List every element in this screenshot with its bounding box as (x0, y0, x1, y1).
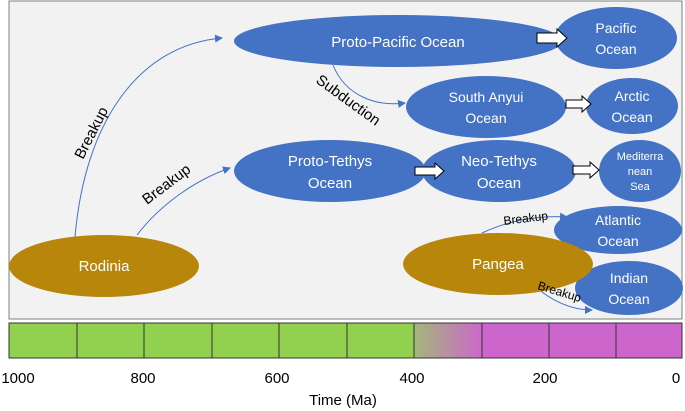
tick-800: 800 (130, 370, 155, 387)
mediterranean-sea-label-line1: Mediterra (617, 151, 664, 163)
tick-400: 400 (399, 370, 424, 387)
south-anyui-ocean-label-line2: Ocean (465, 110, 506, 126)
south-anyui-ocean: South Anyui Ocean (406, 76, 566, 138)
timeline-transition-segment (414, 323, 484, 358)
proto-tethys-ocean: Proto-Tethys Ocean (234, 140, 426, 202)
arrow-proto-tethys-to-neo-tethys (414, 161, 445, 181)
breakup-label-pangea-atlantic: Breakup (503, 209, 549, 228)
neo-tethys-ocean-label-line1: Neo-Tethys (461, 153, 537, 170)
tick-600: 600 (264, 370, 289, 387)
atlantic-ocean-label-line1: Atlantic (595, 212, 641, 228)
pangea-continent: Pangea (403, 233, 593, 295)
proto-pacific-ocean-label: Proto-Pacific Ocean (331, 34, 464, 51)
rodinia-continent: Rodinia (9, 235, 199, 297)
arctic-ocean-label-line1: Arctic (615, 88, 650, 104)
rodinia-label: Rodinia (79, 258, 131, 275)
proto-tethys-ocean-label-line2: Ocean (308, 175, 352, 192)
pacific-ocean-label-line1: Pacific (595, 20, 636, 36)
atlantic-ocean: Atlantic Ocean (554, 206, 682, 254)
arctic-ocean: Arctic Ocean (586, 78, 678, 134)
proto-tethys-ocean-label-line1: Proto-Tethys (288, 153, 372, 170)
pacific-ocean: Pacific Ocean (555, 7, 677, 69)
timeline-border (8, 322, 683, 359)
axis-title: Time (Ma) (309, 392, 377, 409)
arrow-pangea-to-atlantic (481, 212, 568, 234)
tick-1000: 1000 (1, 370, 34, 387)
tick-0: 0 (672, 370, 680, 387)
pacific-ocean-label-line2: Ocean (595, 41, 636, 57)
mediterranean-sea-label-line2: nean (628, 166, 652, 178)
timeline-bar (8, 322, 683, 359)
mediterranean-sea: Mediterra nean Sea (599, 140, 681, 202)
atlantic-ocean-label-line2: Ocean (597, 233, 638, 249)
timeline-dividers (76, 323, 617, 358)
neo-tethys-ocean-label-line2: Ocean (477, 175, 521, 192)
arctic-ocean-label-line2: Ocean (611, 109, 652, 125)
arrow-rodinia-to-proto-pacific (74, 34, 223, 238)
timeline-pink-segment (484, 323, 682, 358)
arrow-proto-pacific-to-south-anyui (332, 64, 406, 108)
tick-200: 200 (532, 370, 557, 387)
arrow-proto-pacific-to-pacific (536, 27, 568, 49)
proto-pacific-ocean: Proto-Pacific Ocean (234, 15, 562, 67)
arrow-rodinia-to-proto-tethys (136, 166, 231, 236)
indian-ocean: Indian Ocean (575, 261, 683, 315)
neo-tethys-ocean: Neo-Tethys Ocean (422, 140, 576, 202)
pangea-label: Pangea (472, 256, 524, 273)
mediterranean-sea-label-line3: Sea (630, 181, 650, 193)
indian-ocean-label-line1: Indian (610, 270, 648, 286)
indian-ocean-label-line2: Ocean (608, 291, 649, 307)
south-anyui-ocean-label-line1: South Anyui (449, 89, 524, 105)
arrow-neo-tethys-to-mediterranean (572, 160, 600, 180)
arrow-south-anyui-to-arctic (565, 94, 592, 114)
